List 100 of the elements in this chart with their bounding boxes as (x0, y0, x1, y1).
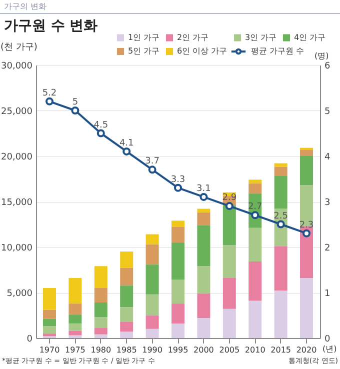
y2-tick-label: 4 (324, 152, 330, 162)
bar (274, 166, 288, 176)
y2-tick-label: 1 (324, 289, 330, 299)
bar (146, 234, 159, 244)
bar (222, 245, 236, 278)
point (148, 166, 156, 174)
bar (42, 333, 56, 336)
legend-label: 3인 가구 (245, 32, 277, 42)
legend-label: 평균 가구원 수 (251, 46, 304, 56)
bar (274, 246, 288, 291)
y2-tick-label: 6 (324, 62, 330, 72)
x-tick-label: 2020 (296, 346, 317, 354)
bar (120, 332, 134, 338)
point (45, 97, 54, 106)
legend-label: 6인 이상 가구 (177, 46, 228, 56)
bar (172, 323, 184, 338)
x-tick-label: 1985 (116, 346, 137, 354)
point (225, 202, 234, 210)
point (302, 229, 311, 238)
y-tick-label: 0 (26, 334, 33, 344)
data-label: 3.3 (170, 174, 186, 185)
bar (94, 302, 108, 318)
bar (146, 328, 159, 338)
x-tick-label: 2005 (219, 346, 240, 354)
bar (42, 288, 56, 310)
data-label: 5.2 (42, 88, 57, 98)
y2-tick-label: 0 (324, 334, 330, 344)
x-tick-label: 1980 (90, 346, 112, 354)
y2-axis-title: (명) (314, 52, 329, 60)
y2-tick-label: 5 (324, 107, 330, 117)
bar (197, 225, 210, 266)
data-label: 3.7 (145, 156, 160, 167)
bar (120, 307, 134, 322)
bar (146, 294, 159, 316)
bar (300, 156, 314, 186)
bar (120, 252, 134, 268)
x-tick-label: 2015 (270, 346, 291, 354)
chart-title: 가구원 수 변화 (4, 17, 98, 35)
x-tick-label: 1970 (39, 346, 60, 354)
bar (94, 328, 108, 334)
bar (172, 242, 184, 280)
legend-label: 1인 가구 (128, 32, 160, 42)
point (200, 192, 208, 201)
bar (197, 293, 210, 318)
point (276, 220, 285, 228)
bar (146, 244, 159, 264)
bar (197, 266, 210, 294)
y-tick-label: 30,000 (1, 62, 33, 72)
bar (68, 335, 82, 338)
bar (42, 310, 56, 319)
bar (222, 278, 236, 309)
x-tick-label: 1995 (168, 346, 188, 354)
y-tick-label: 5,000 (6, 289, 33, 299)
point (71, 106, 80, 114)
data-label: 4.5 (94, 120, 108, 130)
bar (68, 323, 82, 331)
y-axis-title: (천 가구) (0, 42, 38, 52)
bar (94, 334, 108, 338)
bar (172, 280, 184, 304)
x-tick-label: 2010 (244, 346, 266, 354)
bar (146, 315, 159, 329)
x-axis-title: (년) (322, 344, 337, 354)
bar (172, 226, 184, 242)
point (122, 147, 131, 156)
bar (300, 226, 314, 278)
bar (248, 183, 262, 194)
bar (197, 212, 210, 226)
bar (68, 314, 82, 324)
legend-label: 5인 가구 (128, 46, 160, 56)
bar (94, 288, 108, 303)
bar (120, 268, 134, 286)
bar (42, 318, 56, 326)
y-tick-label: 20,000 (1, 152, 33, 162)
bar (274, 163, 288, 167)
x-tick-label: 1990 (142, 346, 162, 354)
bar (172, 220, 184, 227)
bar (248, 262, 262, 301)
y-tick-label: 15,000 (1, 198, 33, 208)
bar (248, 180, 262, 184)
y2-tick-label: 2 (324, 244, 330, 254)
bar (68, 278, 82, 304)
bar (120, 322, 134, 332)
point (96, 129, 105, 138)
legend-label: 4인 가구 (294, 32, 326, 42)
bar (248, 300, 262, 338)
bar (197, 208, 210, 212)
point (174, 184, 182, 192)
text: 가구의 변화 (4, 1, 47, 12)
bar (300, 150, 314, 156)
bar (248, 228, 262, 262)
bar (94, 317, 108, 328)
bar (274, 176, 288, 209)
legend-label: 2인 가구 (177, 32, 209, 42)
data-label: 2.7 (248, 202, 262, 212)
bar (197, 318, 210, 338)
data-label: 3.1 (196, 184, 211, 194)
point (251, 211, 260, 220)
data-label: 5 (72, 98, 78, 108)
data-label: 4.1 (119, 138, 134, 148)
bar (68, 330, 82, 336)
